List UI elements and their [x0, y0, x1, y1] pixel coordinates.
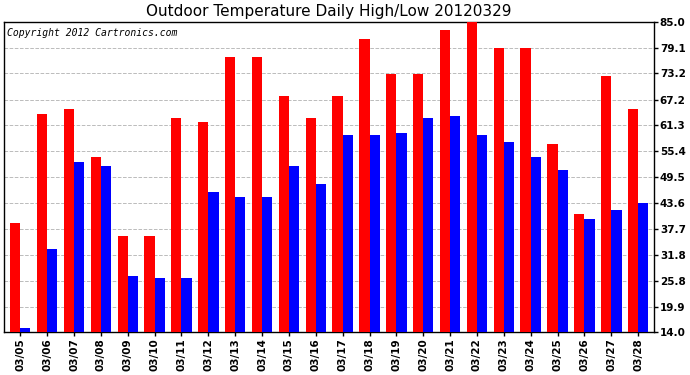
Bar: [584, 219, 595, 332]
Bar: [316, 184, 326, 332]
Text: Copyright 2012 Cartronics.com: Copyright 2012 Cartronics.com: [8, 28, 178, 38]
Bar: [252, 57, 262, 332]
Bar: [343, 135, 353, 332]
Bar: [144, 236, 155, 332]
Bar: [20, 328, 30, 332]
Bar: [611, 210, 622, 332]
Bar: [466, 22, 477, 332]
Bar: [10, 223, 20, 332]
Bar: [531, 158, 541, 332]
Title: Outdoor Temperature Daily High/Low 20120329: Outdoor Temperature Daily High/Low 20120…: [146, 4, 512, 19]
Bar: [520, 48, 531, 332]
Bar: [558, 171, 568, 332]
Bar: [386, 74, 396, 332]
Bar: [181, 278, 192, 332]
Bar: [413, 74, 423, 332]
Bar: [440, 30, 450, 332]
Bar: [198, 122, 208, 332]
Bar: [396, 133, 406, 332]
Bar: [117, 236, 128, 332]
Bar: [63, 109, 74, 332]
Bar: [74, 162, 84, 332]
Bar: [504, 142, 514, 332]
Bar: [171, 118, 181, 332]
Bar: [574, 214, 584, 332]
Bar: [306, 118, 316, 332]
Bar: [101, 166, 111, 332]
Bar: [450, 116, 460, 332]
Bar: [279, 96, 289, 332]
Bar: [628, 109, 638, 332]
Bar: [47, 249, 57, 332]
Bar: [289, 166, 299, 332]
Bar: [155, 278, 165, 332]
Bar: [128, 276, 138, 332]
Bar: [235, 197, 246, 332]
Bar: [225, 57, 235, 332]
Bar: [547, 144, 558, 332]
Bar: [477, 135, 487, 332]
Bar: [262, 197, 273, 332]
Bar: [333, 96, 343, 332]
Bar: [423, 118, 433, 332]
Bar: [208, 192, 219, 332]
Bar: [37, 114, 47, 332]
Bar: [90, 158, 101, 332]
Bar: [638, 203, 649, 332]
Bar: [359, 39, 370, 332]
Bar: [601, 76, 611, 332]
Bar: [493, 48, 504, 332]
Bar: [370, 135, 380, 332]
